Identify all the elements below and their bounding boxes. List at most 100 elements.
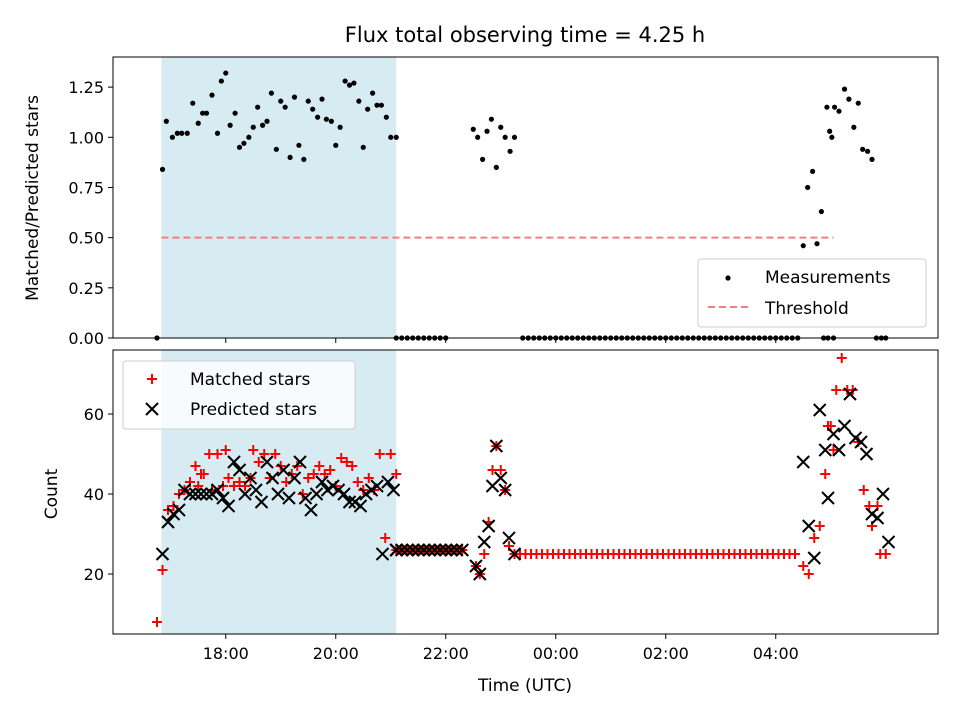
predicted-star-point (353, 499, 368, 513)
measurement-point (805, 184, 811, 191)
matched-star-point (270, 449, 281, 459)
measurement-point (241, 140, 247, 146)
matched-star-point (825, 421, 836, 431)
measurement-point (784, 335, 790, 341)
measurement-point (470, 126, 476, 132)
matched-star-point (193, 481, 204, 491)
measurement-point (657, 335, 663, 341)
measurement-point (829, 134, 835, 140)
predicted-star-point (428, 543, 442, 557)
predicted-star-point (221, 499, 236, 513)
matched-star-point (220, 445, 231, 455)
measurement-point (319, 96, 325, 102)
measurement-point (696, 335, 702, 341)
measurement-point (558, 335, 564, 341)
measurement-point (619, 335, 625, 341)
predicted-star-point (249, 483, 263, 497)
matched-star-point (303, 473, 314, 483)
predicted-star-point (494, 471, 508, 485)
predicted-star-point (254, 495, 269, 509)
predicted-star-point (326, 479, 340, 493)
measurement-point (383, 114, 389, 120)
measurement-point (865, 148, 871, 154)
matched-star-point (229, 481, 239, 491)
measurement-point (608, 335, 614, 341)
predicted-star-point (194, 487, 208, 501)
measurement-point (814, 241, 820, 247)
measurement-point (690, 335, 696, 341)
measurement-point (209, 92, 215, 98)
predicted-star-point (813, 403, 827, 417)
measurement-point (707, 335, 713, 341)
predicted-star-point (439, 543, 453, 557)
measurement-point (493, 164, 499, 170)
predicted-star-point (381, 475, 395, 489)
measurement-point (236, 144, 243, 150)
predicted-star-point (876, 487, 890, 501)
ratio-legend: Measurements Threshold (697, 258, 927, 328)
measurement-point (800, 243, 806, 249)
measurement-point (613, 335, 619, 341)
measurement-point (227, 122, 233, 128)
measurement-point (836, 108, 842, 114)
measurement-point (393, 335, 399, 341)
predicted-star-point (348, 495, 362, 509)
matched-star-point (803, 569, 814, 579)
count-xlabel: Time (UTC) (477, 676, 572, 696)
measurement-point (824, 104, 830, 110)
measurement-point (356, 98, 362, 104)
measurement-point (674, 335, 680, 341)
matched-star-point (809, 533, 820, 543)
measurement-point (195, 120, 201, 126)
predicted-star-point (843, 387, 857, 401)
predicted-star-point (370, 479, 384, 493)
predicted-star-point (870, 511, 885, 525)
measurement-point (756, 335, 762, 341)
predicted-star-point (469, 559, 483, 573)
predicted-star-point (172, 503, 186, 517)
predicted-star-point (309, 487, 324, 501)
predicted-star-point (183, 487, 197, 501)
predicted-star-point (210, 483, 225, 497)
measurement-point (810, 168, 816, 175)
measurement-point (268, 90, 274, 96)
measurement-point (410, 335, 416, 341)
measurement-point (246, 134, 252, 140)
predicted-star-point (473, 567, 487, 581)
count-ylabel: Count (42, 468, 62, 519)
chart-marks (152, 70, 896, 627)
measurement-point (827, 128, 833, 134)
measurement-point (841, 86, 848, 92)
measurement-point (569, 335, 575, 341)
predicted-star-point (260, 455, 274, 469)
ratio-ytick-label: 0.50 (68, 229, 104, 248)
measurement-point (685, 335, 691, 341)
matched-star-point (157, 565, 168, 575)
measurement-point (701, 335, 707, 341)
measurement-point (287, 154, 293, 160)
ratio-ytick-label: 0.00 (68, 329, 104, 348)
predicted-star-point (337, 487, 351, 501)
ratio-observing-window (161, 57, 397, 338)
count-xtick-label: 02:00 (643, 644, 689, 663)
measurement-point (734, 335, 740, 341)
measurement-point (586, 335, 592, 341)
matched-star-point (858, 485, 869, 495)
predicted-star-point (161, 515, 175, 529)
predicted-star-point (450, 543, 464, 557)
matched-star-point (198, 469, 209, 479)
measurement-point (203, 110, 210, 116)
measurement-point (762, 335, 768, 341)
measurement-point (415, 335, 421, 341)
matched-legend-marker (147, 374, 157, 384)
matched-star-point (253, 457, 264, 467)
matched-star-point (234, 477, 245, 487)
predicted-star-point (293, 455, 307, 469)
measurement-point (679, 335, 685, 341)
predicted-star-point (422, 543, 436, 557)
matched-star-point (314, 461, 325, 471)
ratio-axes: Matched/Predicted stars (23, 56, 939, 339)
predicted-star-point (243, 471, 258, 485)
measurement-point (531, 335, 537, 341)
predicted-star-point (848, 431, 863, 445)
